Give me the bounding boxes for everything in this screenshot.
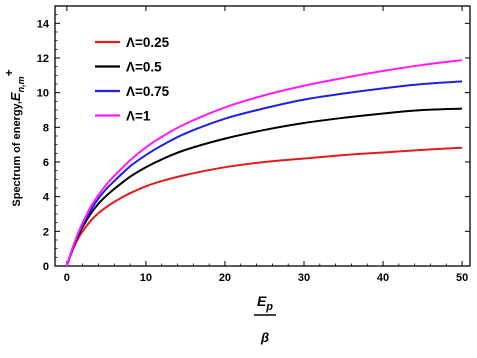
y-axis-title-subscript: n,m [16, 76, 26, 92]
legend: Λ=0.25 Λ=0.5 Λ=0.75 Λ=1 [95, 35, 170, 124]
x-tick-label: 20 [219, 272, 231, 284]
x-tick-label: 0 [64, 272, 70, 284]
legend-label-2: Λ=0.5 [126, 60, 162, 75]
legend-label-4: Λ=1 [126, 109, 151, 124]
series-line-1 [65, 146, 463, 267]
svg-text:Ep: Ep [257, 293, 273, 313]
x-tick-label: 10 [140, 272, 152, 284]
x-tick-label: 50 [456, 272, 468, 284]
y-axis-title-superscript: + [2, 69, 16, 76]
x-axis-title: Ep β [254, 293, 276, 345]
x-tick-label: 30 [298, 272, 310, 284]
series-line-2 [65, 107, 463, 267]
y-tick-label: 10 [37, 88, 49, 100]
y-axis-title-main: Spectrum of energy, [11, 101, 23, 207]
legend-label-3: Λ=0.75 [126, 84, 170, 99]
y-tick-label: 6 [43, 157, 49, 169]
y-tick-label: 0 [43, 261, 49, 273]
x-tick-label: 40 [377, 272, 389, 284]
x-axis-title-denominator: β [260, 330, 269, 345]
y-axis-title-symbol: E [8, 92, 23, 101]
y-axis-title: Spectrum of energy,En,m+ [2, 69, 26, 206]
legend-label-1: Λ=0.25 [126, 35, 170, 50]
y-tick-label: 14 [37, 18, 50, 30]
y-tick-label: 4 [43, 192, 50, 204]
x-axis-title-subscript: p [265, 301, 273, 313]
series-line-4 [65, 59, 463, 267]
y-tick-label: 2 [43, 226, 49, 238]
plot-frame [54, 5, 471, 267]
y-tick-label: 8 [43, 122, 49, 134]
x-axis-title-symbol: E [257, 293, 267, 309]
y-tick-label: 12 [37, 53, 49, 65]
